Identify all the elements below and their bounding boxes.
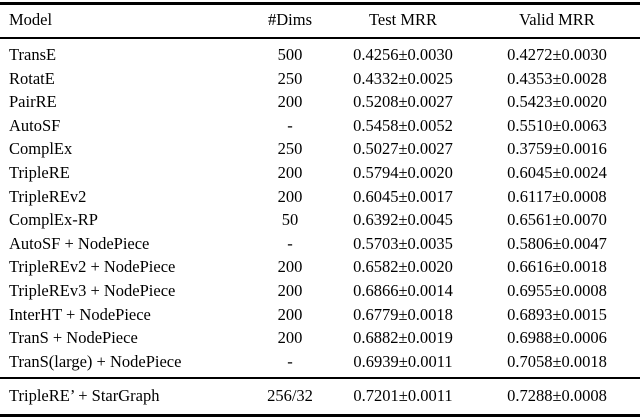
cell-test-mrr: 0.5458±0.0052 (353, 115, 453, 135)
table-row: TransE 500 0.4256±0.0030 0.4272±0.0030 (0, 38, 640, 67)
table-row: TripleREv3 + NodePiece 200 0.6866±0.0014 0.… (0, 279, 640, 303)
cell-dims: 200 (277, 92, 303, 112)
cell-test-mrr: 0.6882±0.0019 (353, 328, 453, 348)
table-row: TripleREv2 200 0.6045±0.0017 0.6117±0.0008 (0, 185, 640, 209)
cell-dims: 200 (277, 304, 303, 324)
cell-valid-mrr: 0.5423±0.0020 (507, 92, 607, 112)
cell-valid-mrr: 0.6893±0.0015 (507, 304, 607, 324)
cell-test-mrr: 0.6866±0.0014 (353, 280, 453, 300)
cell-valid-mrr: 0.6045±0.0024 (507, 162, 607, 182)
cell-valid-mrr: 0.6616±0.0018 (507, 257, 607, 277)
cell-test-mrr: 0.6779±0.0018 (353, 304, 453, 324)
cell-dims: - (287, 115, 293, 135)
cell-test-mrr: 0.6582±0.0020 (353, 257, 453, 277)
column-header-valid-mrr: Valid MRR (474, 2, 640, 39)
column-header-model: Model (0, 2, 248, 39)
cell-valid-mrr: 0.6561±0.0070 (507, 210, 607, 230)
cell-test-mrr: 0.5703±0.0035 (353, 233, 453, 253)
highlight-row: TripleRE’ + StarGraph 256/32 0.7201±0.00… (0, 377, 640, 417)
cell-test-mrr: 0.5208±0.0027 (353, 92, 453, 112)
cell-valid-mrr: 0.7288±0.0008 (474, 377, 640, 417)
table-row: RotatE 250 0.4332±0.0025 0.4353±0.0028 (0, 67, 640, 91)
cell-test-mrr: 0.5794±0.0020 (353, 162, 453, 182)
cell-test-mrr: 0.4256±0.0030 (353, 45, 453, 64)
header-row: Model #Dims Test MRR Valid MRR (0, 2, 640, 39)
cell-valid-mrr: 0.5510±0.0063 (507, 115, 607, 135)
cell-valid-mrr: 0.5806±0.0047 (507, 233, 607, 253)
cell-model: PairRE (9, 92, 57, 112)
cell-model: TranS + NodePiece (9, 328, 138, 348)
table-body: TransE 500 0.4256±0.0030 0.4272±0.0030 Rotat… (0, 38, 640, 378)
cell-dims: 500 (277, 45, 303, 64)
cell-model: RotatE (9, 68, 55, 88)
cell-test-mrr: 0.6392±0.0045 (353, 210, 453, 230)
cell-valid-mrr: 0.4353±0.0028 (507, 68, 607, 88)
cell-model: AutoSF (9, 115, 61, 135)
cell-dims: 200 (277, 162, 303, 182)
cell-test-mrr: 0.4332±0.0025 (353, 68, 453, 88)
cell-dims: - (287, 233, 293, 253)
cell-valid-mrr: 0.4272±0.0030 (507, 45, 607, 64)
cell-model: InterHT + NodePiece (9, 304, 151, 324)
cell-dims: 200 (277, 328, 303, 348)
cell-model: ComplEx (9, 139, 73, 159)
cell-dims: 50 (281, 210, 299, 230)
cell-valid-mrr: 0.7058±0.0018 (507, 351, 607, 371)
table-row: TripleREv2 + NodePiece 200 0.6582±0.0020 0.… (0, 255, 640, 279)
cell-model: TripleREv3 + NodePiece (9, 280, 176, 300)
column-header-dims: #Dims (248, 2, 332, 39)
column-header-test-mrr: Test MRR (332, 2, 474, 39)
cell-test-mrr: 0.6045±0.0017 (353, 186, 453, 206)
cell-valid-mrr: 0.3759±0.0016 (507, 139, 607, 159)
cell-model: TripleRE (9, 162, 70, 182)
cell-dims: 250 (277, 68, 303, 88)
table-row: ComplEx-RP 50 0.6392±0.0045 0.6561±0.0070 (0, 208, 640, 232)
cell-model: TripleREv2 + NodePiece (9, 257, 176, 277)
cell-test-mrr: 0.7201±0.0011 (332, 377, 474, 417)
cell-model: TripleREv2 (9, 186, 87, 206)
cell-dims: 250 (277, 139, 303, 159)
table-row: TripleRE 200 0.5794±0.0020 0.6045±0.0024 (0, 161, 640, 185)
table-row: PairRE 200 0.5208±0.0027 0.5423±0.0020 (0, 90, 640, 114)
cell-valid-mrr: 0.6117±0.0008 (507, 186, 607, 206)
cell-model: TransE (9, 45, 57, 64)
cell-valid-mrr: 0.6988±0.0006 (507, 328, 607, 348)
cell-dims: 200 (277, 257, 303, 277)
table-row: TranS + NodePiece 200 0.6882±0.0019 0.6988±… (0, 326, 640, 350)
cell-dims: - (287, 351, 293, 371)
cell-dims: 200 (277, 280, 303, 300)
cell-test-mrr: 0.5027±0.0027 (353, 139, 453, 159)
table-row: InterHT + NodePiece 200 0.6779±0.0018 0.689… (0, 303, 640, 327)
table-row: ComplEx 250 0.5027±0.0027 0.3759±0.0016 (0, 137, 640, 161)
cell-model: TranS(large) + NodePiece (9, 351, 182, 371)
cell-test-mrr: 0.6939±0.0011 (353, 351, 453, 371)
cell-model: TripleRE’ + StarGraph (0, 377, 248, 417)
cell-dims: 256/32 (248, 377, 332, 417)
cell-model: AutoSF + NodePiece (9, 233, 150, 253)
cell-dims: 200 (277, 186, 303, 206)
table-row: AutoSF - 0.5458±0.0052 0.5510±0.0063 (0, 114, 640, 138)
cell-model: ComplEx-RP (9, 210, 98, 230)
table-row: AutoSF + NodePiece - 0.5703±0.0035 0.5806±0… (0, 232, 640, 256)
table-row: TranS(large) + NodePiece - 0.6939±0.0011 0.… (0, 350, 640, 379)
cell-valid-mrr: 0.6955±0.0008 (507, 280, 607, 300)
